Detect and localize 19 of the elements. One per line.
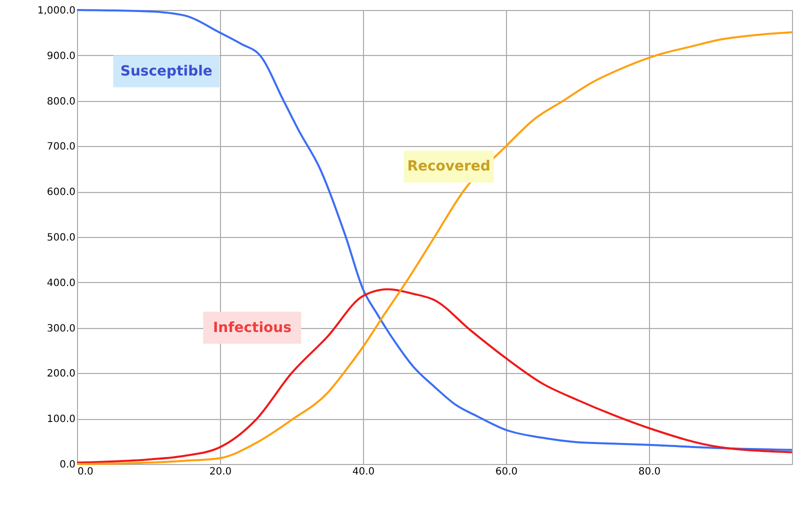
- x-tick-label: 40.0: [352, 466, 375, 478]
- y-tick-label: 700.0: [46, 142, 76, 153]
- y-tick-label: 100.0: [46, 414, 76, 426]
- y-tick-label: 800.0: [46, 96, 76, 108]
- x-tick-label: 80.0: [638, 466, 661, 478]
- y-tick-label: 500.0: [46, 232, 76, 244]
- y-tick-label: 300.0: [46, 323, 76, 334]
- y-tick-label: 1,000.0: [37, 6, 76, 16]
- x-tick-label: 20.0: [209, 466, 232, 478]
- y-tick-label: 0.0: [60, 460, 76, 470]
- y-tick-label: 400.0: [46, 278, 76, 289]
- x-tick-label: 0.0: [78, 466, 94, 478]
- y-tick-label: 600.0: [46, 187, 76, 198]
- x-tick-label: 60.0: [495, 466, 518, 478]
- text: Susceptible: [120, 63, 212, 80]
- series-label: Recovered: [407, 158, 490, 175]
- y-tick-label: 200.0: [46, 368, 76, 380]
- y-tick-label: 900.0: [46, 50, 76, 62]
- series-label: Infectious: [212, 320, 292, 336]
